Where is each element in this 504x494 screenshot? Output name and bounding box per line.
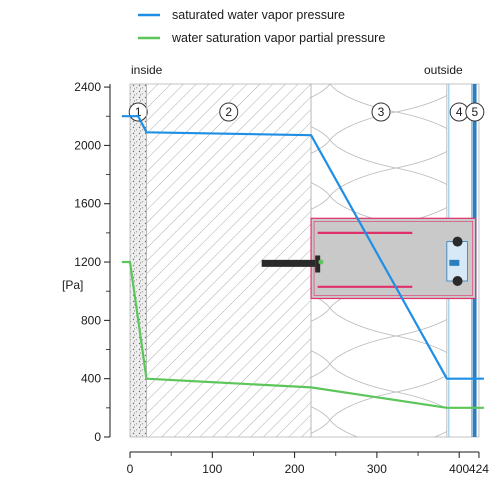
series-line-partial xyxy=(121,260,484,409)
legend-label-partial: water saturation vapor partial pressure xyxy=(171,31,385,45)
legend-item-saturated: saturated water vapor pressure xyxy=(138,8,345,22)
anchor-plug xyxy=(318,259,324,265)
layer-4-label: 4 xyxy=(456,105,463,119)
layer-5-label: 5 xyxy=(471,105,478,119)
layer-3-badge xyxy=(371,102,391,122)
zone-label-inside: inside xyxy=(131,63,163,77)
y-tick-label-1600: 1600 xyxy=(74,197,101,211)
x-tick-label-400: 400 xyxy=(449,462,469,476)
y-tick-label-1200: 1200 xyxy=(74,255,101,269)
x-tick-label-200: 200 xyxy=(285,462,305,476)
layer-2-label: 2 xyxy=(225,105,232,119)
x-tick-label-0: 0 xyxy=(127,462,134,476)
y-tick-label-0: 0 xyxy=(94,430,101,444)
profile-key xyxy=(449,259,460,266)
layer-1-region xyxy=(129,83,147,438)
y-tick-label-2000: 2000 xyxy=(74,138,101,152)
rivet-1 xyxy=(452,236,463,247)
bracket-detail xyxy=(261,217,477,300)
zone-label-outside: outside xyxy=(424,63,463,77)
x-tick-label-300: 300 xyxy=(367,462,387,476)
layer-3-label: 3 xyxy=(378,105,385,119)
layer-1-label: 1 xyxy=(135,105,142,119)
x-tick-label-100: 100 xyxy=(202,462,222,476)
layer-5-badge xyxy=(465,102,485,122)
series-lines xyxy=(121,115,484,409)
bracket-plate-inner xyxy=(313,221,473,296)
x-tick-label-424: 424 xyxy=(469,462,489,476)
y-tick-label-400: 400 xyxy=(81,372,101,386)
legend: saturated water vapor pressure water sat… xyxy=(138,8,385,45)
anchor-screw xyxy=(261,259,316,267)
y-tick-label-2400: 2400 xyxy=(74,80,101,94)
series-line-saturated xyxy=(121,115,484,380)
anchor-screw-head xyxy=(315,255,321,273)
legend-label-saturated: saturated water vapor pressure xyxy=(172,8,345,22)
y-axis-label: [Pa] xyxy=(62,278,83,292)
layer-2-badge xyxy=(219,102,239,122)
legend-item-partial: water saturation vapor partial pressure xyxy=(138,31,385,45)
y-tick-label-800: 800 xyxy=(81,313,101,327)
rivet-2 xyxy=(452,275,463,286)
